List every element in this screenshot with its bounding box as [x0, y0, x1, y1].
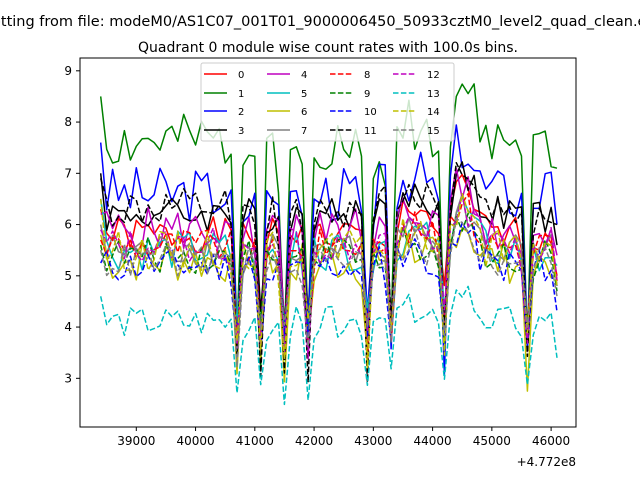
series-line-14	[99, 192, 558, 369]
legend-label-10: 10	[364, 107, 377, 118]
legend-label-12: 12	[427, 70, 440, 81]
y-tick-label: 4	[64, 320, 72, 334]
x-tick-label: 39000	[117, 434, 155, 448]
legend-label-7: 7	[301, 126, 307, 137]
legend-label-9: 9	[364, 89, 370, 100]
series-line-12	[100, 193, 558, 360]
x-tick-label: 41000	[236, 434, 274, 448]
y-tick-label: 8	[64, 115, 72, 129]
legend-label-11: 11	[364, 126, 377, 137]
x-offset-label: +4.772e8	[517, 455, 576, 469]
x-tick-label: 46000	[532, 434, 570, 448]
legend-label-15: 15	[427, 126, 440, 137]
figure-suptitle: Plotting from file: modeM0/AS1C07_001T01…	[0, 14, 640, 30]
axes-layer: 39000 40000 41000 42000 43000 44000 45000 46000…	[64, 57, 577, 469]
y-tick-label: 7	[64, 166, 72, 180]
legend-label-1: 1	[238, 89, 244, 100]
x-tick-label: 43000	[354, 434, 392, 448]
x-tick-label: 45000	[473, 434, 511, 448]
legend-label-14: 14	[427, 107, 440, 118]
legend-label-5: 5	[301, 89, 307, 100]
legend-label-2: 2	[238, 107, 244, 118]
legend-label-3: 3	[238, 126, 244, 137]
series-line-10	[100, 221, 558, 350]
series-line-1	[99, 83, 558, 372]
x-tick-label: 42000	[295, 434, 333, 448]
y-axis: 3 4 5 6 7 8 9	[64, 64, 80, 385]
y-tick-label: 3	[64, 371, 72, 385]
legend-label-4: 4	[301, 70, 307, 81]
axes-frame	[79, 57, 577, 428]
y-tick-label: 6	[64, 218, 72, 232]
x-tick-label: 44000	[413, 434, 451, 448]
series-line-3	[99, 161, 558, 356]
series-line-2	[99, 124, 558, 375]
y-tick-label: 9	[64, 64, 72, 78]
series-line-11	[99, 161, 558, 384]
series-line-13	[99, 285, 558, 406]
series-layer	[99, 83, 558, 406]
legend-label-13: 13	[427, 89, 440, 100]
legend-frame	[200, 62, 455, 142]
x-tick-label: 40000	[176, 434, 214, 448]
chart-title: Quadrant 0 module wise count rates with …	[138, 40, 518, 56]
series-line-9	[99, 212, 558, 347]
legend-label-8: 8	[364, 70, 370, 81]
series-line-15	[99, 217, 558, 369]
x-axis: 39000 40000 41000 42000 43000 44000 45000 46000	[117, 427, 570, 448]
legend-label-6: 6	[301, 107, 307, 118]
y-tick-label: 5	[64, 269, 72, 283]
legend-label-0: 0	[238, 70, 244, 81]
